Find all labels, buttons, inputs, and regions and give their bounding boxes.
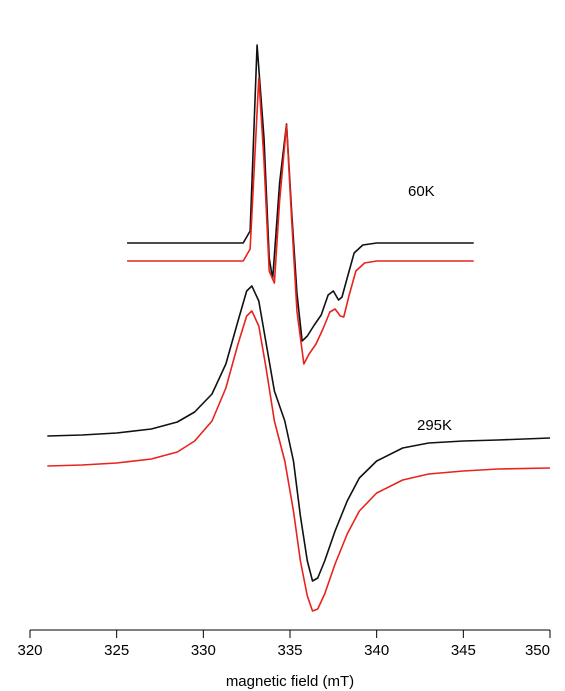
x-axis: 320 325 330 335 340 345 350 (17, 629, 551, 659)
x-tick-label: 350 (525, 642, 550, 659)
x-axis-title: magnetic field (mT) (226, 673, 354, 690)
trace-label-60k: 60K (408, 183, 435, 200)
trace-60k-simulated (127, 77, 474, 365)
x-tick-label: 325 (104, 642, 129, 659)
x-tick-label: 345 (451, 642, 476, 659)
trace-label-295k: 295K (417, 417, 452, 434)
x-tick-label: 330 (191, 642, 216, 659)
x-tick-label: 320 (17, 642, 42, 659)
x-tick-label: 335 (277, 642, 302, 659)
x-tick-label: 340 (364, 642, 389, 659)
spectrum-traces (47, 44, 551, 612)
trace-60k-experimental (127, 44, 474, 342)
trace-295k-experimental (47, 285, 551, 582)
trace-295k-simulated (47, 310, 551, 612)
